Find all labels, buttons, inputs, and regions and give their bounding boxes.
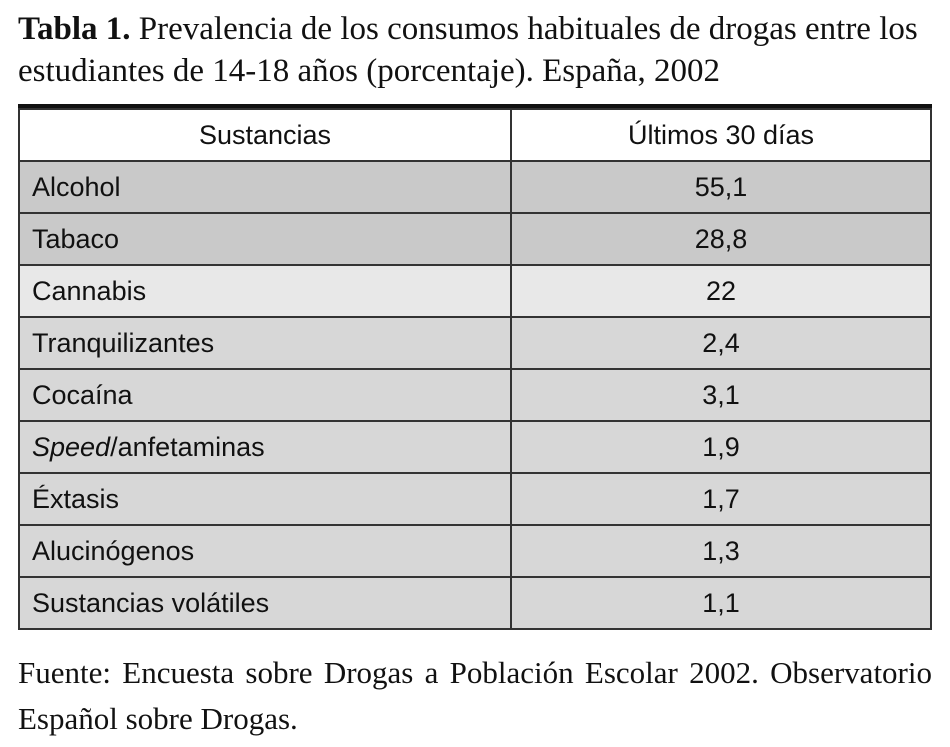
substance-cell: Cocaína	[18, 368, 512, 422]
column-header: Sustancias	[18, 108, 512, 162]
title-rule	[18, 104, 932, 108]
value-cell: 3,1	[510, 368, 932, 422]
substance-name: Éxtasis	[32, 483, 120, 514]
table-row: Speed/anfetaminas 1,9	[18, 420, 932, 474]
substance-cell: Tranquilizantes	[18, 316, 512, 370]
source-note: Fuente: Encuesta sobre Drogas a Població…	[18, 655, 932, 736]
data-table: Sustancias Últimos 30 días Alcohol 55,1 Ta…	[18, 108, 932, 630]
substance-name: Cannabis	[32, 275, 147, 306]
substance-cell: Speed/anfetaminas	[18, 420, 512, 474]
table-row: Alcohol 55,1	[18, 160, 932, 214]
substance-cell: Sustancias volátiles	[18, 576, 512, 630]
substance-name: Alucinógenos	[32, 535, 195, 566]
substance-name: Alcohol	[32, 171, 121, 202]
table-row: Tabaco 28,8	[18, 212, 932, 266]
value-cell: 22	[510, 264, 932, 318]
table-row: Cocaína 3,1	[18, 368, 932, 422]
substance-name: Sustancias volátiles	[32, 587, 270, 618]
substance-cell: Alcohol	[18, 160, 512, 214]
column-header: Últimos 30 días	[510, 108, 932, 162]
table-caption: Prevalencia de los consumos habituales d…	[18, 11, 918, 89]
table-row: Éxtasis 1,7	[18, 472, 932, 526]
substance-name: Tabaco	[32, 223, 120, 254]
substance-cell: Tabaco	[18, 212, 512, 266]
table-label: Tabla 1.	[18, 11, 131, 47]
substance-name: Tranquilizantes	[32, 327, 215, 358]
substance-name: /anfetaminas	[110, 431, 265, 462]
value-cell: 1,3	[510, 524, 932, 578]
value-cell: 1,7	[510, 472, 932, 526]
value-cell: 2,4	[510, 316, 932, 370]
value-cell: 1,1	[510, 576, 932, 630]
value-cell: 1,9	[510, 420, 932, 474]
header-row: Sustancias Últimos 30 días	[18, 108, 932, 162]
table-title: Tabla 1. Prevalencia de los consumos hab…	[18, 8, 938, 92]
table-row: Tranquilizantes 2,4	[18, 316, 932, 370]
table-row: Cannabis 22	[18, 264, 932, 318]
value-cell: 28,8	[510, 212, 932, 266]
substance-cell: Alucinógenos	[18, 524, 512, 578]
value-cell: 55,1	[510, 160, 932, 214]
substance-name: Cocaína	[32, 379, 133, 410]
table-row: Sustancias volátiles 1,1	[18, 576, 932, 630]
substance-cell: Cannabis	[18, 264, 512, 318]
table-row: Alucinógenos 1,3	[18, 524, 932, 578]
substance-italic: Speed	[32, 431, 111, 462]
table-body: Alcohol 55,1 Tabaco 28,8 Cannabis 22 Tranquili…	[18, 160, 932, 630]
substance-cell: Éxtasis	[18, 472, 512, 526]
